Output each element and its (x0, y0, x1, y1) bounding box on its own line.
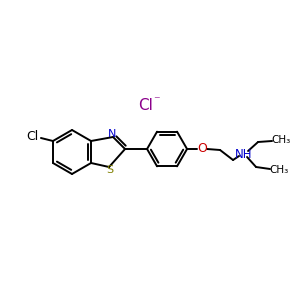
Text: Cl: Cl (139, 98, 153, 112)
Text: Cl: Cl (26, 130, 38, 143)
Text: CH₃: CH₃ (269, 165, 289, 175)
Text: CH₃: CH₃ (272, 135, 291, 145)
Text: O: O (197, 142, 207, 155)
Text: ⁻: ⁻ (153, 94, 159, 107)
Text: NH: NH (235, 148, 253, 160)
Text: N: N (108, 129, 116, 139)
Text: S: S (106, 165, 114, 175)
